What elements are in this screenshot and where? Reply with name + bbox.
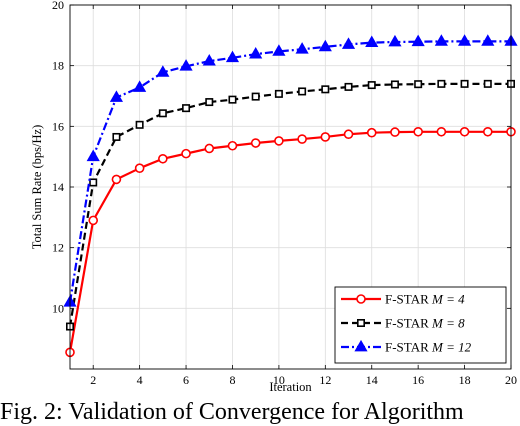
data-point (459, 126, 470, 137)
data-point (158, 153, 168, 164)
data-point (411, 34, 425, 47)
legend-marker (356, 294, 366, 304)
data-point (366, 127, 377, 138)
data-point (390, 127, 400, 137)
x-tick-label: 2 (90, 373, 96, 387)
x-tick-label: 20 (505, 373, 517, 387)
legend-marker (356, 318, 365, 327)
data-point (341, 37, 356, 49)
data-point (367, 81, 376, 90)
data-point (343, 129, 354, 140)
data-point (434, 34, 448, 46)
x-tick-label: 18 (459, 373, 471, 387)
data-point (225, 50, 240, 63)
data-point (135, 120, 144, 129)
x-tick-label: 10 (273, 373, 285, 387)
x-tick-label: 6 (183, 373, 189, 387)
data-point (112, 132, 121, 141)
data-point (274, 89, 283, 98)
data-point (460, 79, 469, 88)
legend-entry: F-STAR M = 8 (341, 316, 465, 331)
data-point (156, 65, 170, 77)
series-line (68, 40, 511, 303)
data-point (228, 95, 237, 104)
data-point (227, 140, 238, 151)
x-tick-label: 12 (319, 373, 331, 387)
figure-caption: Fig. 2: Validation of Convergence for Al… (0, 399, 464, 425)
data-point (88, 215, 99, 226)
y-tick-label: 20 (52, 0, 64, 12)
data-point (133, 80, 147, 92)
data-point (344, 82, 353, 91)
x-tick-label: 4 (137, 373, 143, 387)
data-point (413, 126, 423, 137)
data-point (365, 35, 379, 48)
data-point (89, 178, 98, 187)
data-point (295, 42, 309, 54)
data-point (181, 148, 191, 159)
convergence-chart: 2 4 6 8 10 12 14 16 18 20 10 12 14 16 18 20 Iteration T… (30, 0, 518, 394)
y-axis-label: Total Sum Rate (bps/Hz) (30, 125, 44, 249)
legend-marker (354, 339, 368, 352)
y-tick-label: 14 (52, 180, 64, 194)
data-point (111, 174, 122, 185)
series-line (68, 82, 511, 327)
data-point (205, 98, 214, 107)
legend-entry: F-STAR M = 12 (341, 340, 472, 355)
data-point (272, 44, 286, 56)
data-point (390, 80, 399, 89)
data-point (86, 149, 100, 162)
data-point (250, 138, 261, 148)
data-point (321, 85, 330, 94)
y-tick-label: 12 (52, 241, 64, 255)
series-3 (63, 34, 518, 307)
legend-label: F-STAR M = 12 (385, 340, 472, 355)
data-point (182, 104, 191, 113)
legend-label: F-STAR M = 8 (385, 316, 465, 331)
data-point (274, 136, 284, 146)
data-point (158, 109, 167, 118)
data-point (436, 126, 447, 137)
x-tick-label: 16 (412, 373, 424, 387)
y-tick-label: 16 (52, 119, 64, 133)
data-point (297, 134, 307, 144)
x-tick-label: 14 (366, 373, 378, 387)
data-point (251, 92, 260, 101)
data-point (298, 87, 307, 96)
data-point (482, 126, 493, 137)
data-point (458, 34, 472, 46)
data-point (249, 47, 263, 59)
data-point (202, 54, 216, 66)
data-point (483, 79, 492, 88)
data-point (318, 39, 332, 52)
data-point (109, 90, 123, 102)
legend-label: F-STAR M = 4 (385, 292, 465, 307)
y-tick-label: 18 (52, 59, 64, 73)
legend-entry: F-STAR M = 4 (341, 292, 465, 307)
data-point (204, 143, 215, 154)
data-point (414, 80, 423, 89)
data-point (134, 163, 145, 173)
data-point (388, 34, 402, 47)
x-axis-label: Iteration (269, 380, 312, 394)
data-point (437, 79, 446, 88)
axis-ticks: 2 4 6 8 10 12 14 16 18 20 10 12 14 16 18 20 (52, 0, 517, 387)
data-point (179, 59, 193, 71)
y-tick-label: 10 (52, 301, 64, 315)
legend: F-STAR M = 4 F-STAR M = 8 F-STAR M = 12 (334, 286, 507, 364)
x-tick-label: 8 (229, 373, 235, 387)
data-point (481, 34, 495, 46)
data-point (320, 132, 331, 142)
